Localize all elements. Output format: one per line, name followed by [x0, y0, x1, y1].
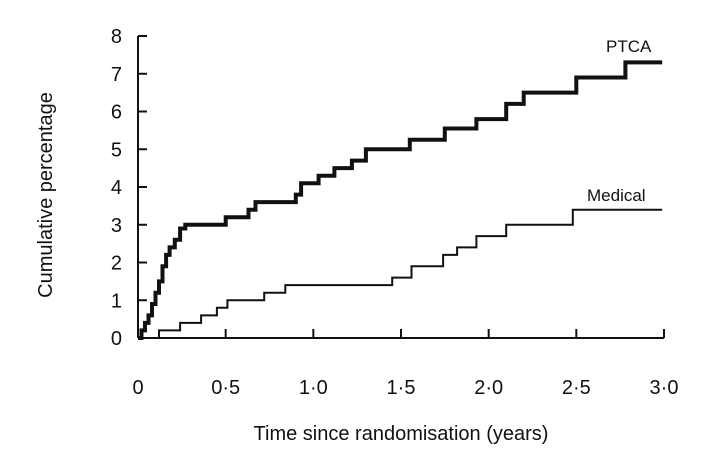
y-axis-label: Cumulative percentage [35, 92, 57, 298]
y-tick-label: 3 [111, 215, 122, 237]
x-tick-label: 0 [132, 377, 143, 399]
axes [137, 36, 664, 339]
y-tick-label: 1 [111, 290, 122, 312]
x-tick-label: 2·0 [474, 377, 503, 399]
series-line-medical [138, 208, 663, 339]
x-tick-label: 3·0 [650, 377, 679, 399]
x-tick-label: 2·5 [562, 377, 591, 399]
tick-group: 0 1 2 3 4 5 6 7 8 0 0·5 1·0 1·5 2·0 2·5 3·0 [111, 26, 679, 399]
x-tick-label: 0·5 [211, 377, 240, 399]
x-tick-label: 1·0 [299, 377, 328, 399]
y-tick-label: 0 [111, 328, 122, 350]
x-tick-label: 1·5 [387, 377, 416, 399]
y-tick-label: 2 [111, 253, 122, 275]
y-tick-label: 7 [111, 64, 122, 86]
y-tick-label: 4 [111, 177, 122, 199]
y-tick-label: 5 [111, 139, 122, 161]
y-tick-label: 6 [111, 102, 122, 124]
series-line-ptca [138, 60, 663, 340]
series-group [138, 60, 663, 340]
y-tick-label: 8 [111, 26, 122, 48]
x-axis-label: Time since randomisation (years) [254, 423, 549, 445]
series-label-ptca: PTCA [606, 37, 652, 56]
series-label-medical: Medical [587, 186, 646, 205]
